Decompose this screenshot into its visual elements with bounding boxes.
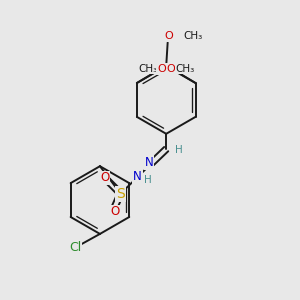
Text: H: H (144, 175, 152, 185)
Text: O: O (167, 64, 176, 74)
Text: Cl: Cl (69, 241, 81, 254)
Text: CH₃: CH₃ (175, 64, 194, 74)
Text: O: O (157, 64, 166, 74)
Text: CH₃: CH₃ (183, 31, 202, 41)
Text: O: O (164, 31, 172, 41)
Text: N: N (133, 170, 142, 183)
Text: S: S (116, 187, 125, 201)
Text: N: N (145, 156, 154, 169)
Text: O: O (100, 172, 110, 184)
Text: CH₃: CH₃ (138, 64, 157, 74)
Text: H: H (175, 145, 182, 155)
Text: O: O (110, 205, 119, 218)
